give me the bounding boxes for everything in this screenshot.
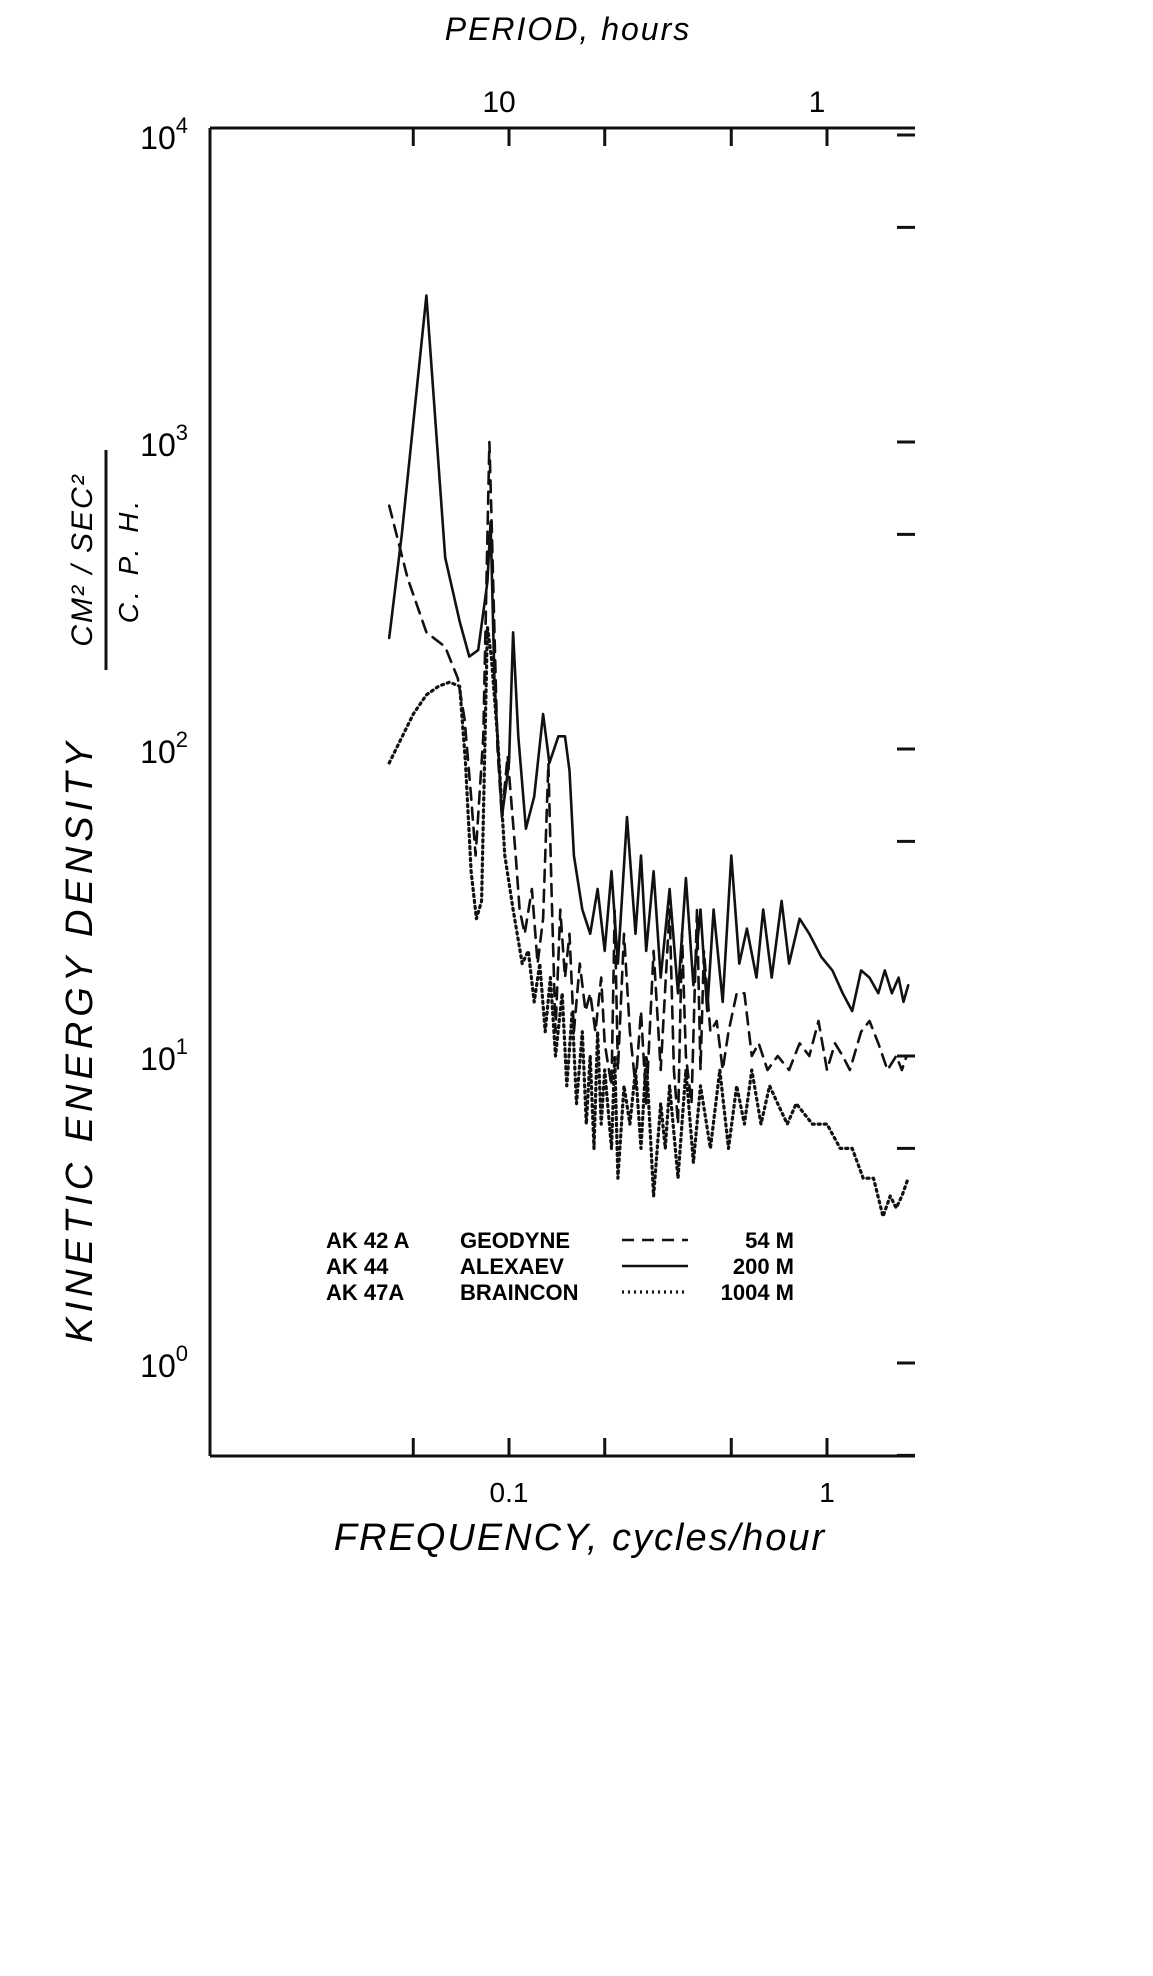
y-tick-label-base: 10 — [140, 427, 176, 463]
y-tick-label-base: 10 — [140, 1348, 176, 1384]
legend-instrument: BRAINCON — [460, 1280, 579, 1305]
legend-instrument: GEODYNE — [460, 1228, 570, 1253]
x-axis-label: FREQUENCY, cycles/hour — [334, 1517, 826, 1559]
axis-ticks — [411, 128, 915, 1457]
y-tick-label-exponent: 2 — [176, 727, 188, 752]
y-tick-label-base: 10 — [140, 1041, 176, 1077]
y-axis-unit: CM² / SEC² C. P. H. — [66, 450, 144, 670]
y-tick-label: 104 — [140, 113, 188, 156]
plot-frame — [208, 126, 915, 1458]
y-tick-label: 102 — [140, 727, 188, 770]
x-tick-label: 0.1 — [490, 1477, 529, 1508]
legend-id: AK 42 A — [326, 1228, 410, 1253]
y-tick-label-exponent: 1 — [176, 1034, 188, 1059]
series-line-dotted — [387, 625, 910, 1219]
y-tick-label: 103 — [140, 420, 188, 463]
y-tick-label-base: 10 — [140, 120, 176, 156]
y-unit-denominator: C. P. H. — [113, 497, 144, 623]
x-tick-label: 1 — [819, 1477, 835, 1508]
series-line-solid — [387, 294, 910, 1013]
y-unit-numerator: CM² / SEC² — [66, 473, 99, 646]
legend: AK 42 A GEODYNE 54 M AK 44 ALEXAEV 200 M AK 47… — [326, 1228, 794, 1305]
y-tick-label-base: 10 — [140, 734, 176, 770]
spectrum-chart: PERIOD, hours FREQUENCY, cycles/hour KIN… — [59, 11, 915, 1559]
legend-instrument: ALEXAEV — [460, 1254, 564, 1279]
top-tick-label: 10 — [482, 86, 515, 119]
y-tick-label-exponent: 4 — [176, 113, 188, 138]
y-axis-label: KINETIC ENERGY DENSITY — [59, 737, 101, 1343]
y-tick-label-exponent: 3 — [176, 420, 188, 445]
legend-id: AK 44 — [326, 1254, 389, 1279]
legend-depth: 54 M — [745, 1228, 794, 1253]
top-axis-label: PERIOD, hours — [445, 11, 692, 47]
y-tick-label: 101 — [140, 1034, 188, 1077]
legend-id: AK 47A — [326, 1280, 404, 1305]
y-tick-label: 100 — [140, 1341, 188, 1384]
series-layer — [387, 294, 910, 1219]
y-tick-label-exponent: 0 — [176, 1341, 188, 1366]
legend-depth: 1004 M — [721, 1280, 794, 1305]
top-tick-label: 1 — [809, 86, 826, 119]
legend-depth: 200 M — [733, 1254, 794, 1279]
